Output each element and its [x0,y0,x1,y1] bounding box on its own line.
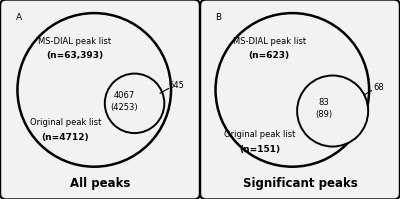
Text: 645: 645 [168,81,184,90]
Text: A: A [16,13,22,22]
Text: B: B [216,13,222,22]
Text: (n=63,393): (n=63,393) [46,51,104,60]
Text: Original peak list: Original peak list [30,118,101,127]
Text: 83
(89): 83 (89) [316,98,332,119]
FancyBboxPatch shape [200,0,400,199]
Text: 68: 68 [373,83,384,92]
Text: (n=151): (n=151) [239,145,280,154]
Text: MS-DIAL peak list: MS-DIAL peak list [233,37,306,46]
FancyBboxPatch shape [0,0,200,199]
Text: (n=4712): (n=4712) [42,133,89,142]
Circle shape [297,75,368,146]
Text: (n=623): (n=623) [249,51,290,60]
Text: Significant peaks: Significant peaks [243,177,357,190]
Text: MS-DIAL peak list: MS-DIAL peak list [38,37,112,46]
Text: All peaks: All peaks [70,177,130,190]
Text: Original peak list: Original peak list [224,130,295,139]
Text: 4067
(4253): 4067 (4253) [110,91,138,112]
Circle shape [105,74,164,133]
